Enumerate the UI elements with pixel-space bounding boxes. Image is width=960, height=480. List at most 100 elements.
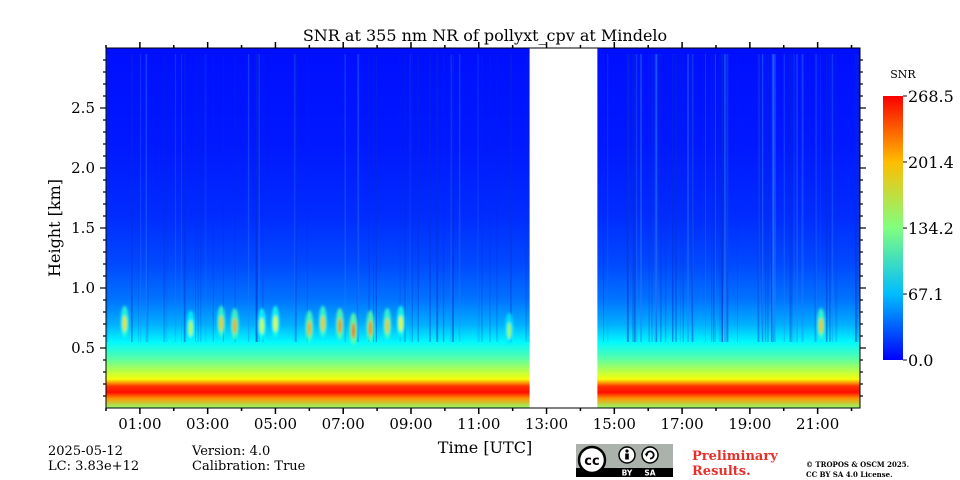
noise-streak — [726, 54, 729, 342]
y-tick-label: 1.5 — [71, 219, 95, 237]
cloud-features — [120, 305, 826, 345]
noise-streak — [255, 54, 258, 342]
noise-streak — [721, 54, 723, 342]
noise-streak — [640, 54, 642, 342]
noise-streak — [801, 54, 803, 342]
x-tick-label: 01:00 — [118, 415, 161, 433]
noise-streak — [200, 54, 202, 342]
x-tick-label: 21:00 — [796, 415, 839, 433]
noise-streak — [721, 54, 723, 342]
noise-streak — [131, 54, 133, 342]
noise-streak — [409, 54, 412, 342]
x-tick-label: 15:00 — [593, 415, 636, 433]
noise-streak — [815, 54, 818, 342]
cloud-core — [273, 315, 278, 332]
noise-streak — [368, 54, 370, 342]
noise-streak — [450, 54, 452, 342]
noise-streak — [687, 54, 689, 342]
noise-streak — [802, 54, 804, 342]
noise-streak — [826, 54, 828, 342]
noise-streak — [163, 54, 165, 342]
y-tick-label: 1.0 — [71, 279, 95, 297]
noise-streak — [262, 54, 264, 342]
noise-streak — [654, 54, 657, 342]
noise-streak — [607, 54, 609, 342]
noise-streak — [344, 54, 346, 342]
x-tick-label: 17:00 — [660, 415, 703, 433]
noise-streak — [635, 54, 638, 342]
chart-title: SNR at 355 nm NR of pollyxt_cpv at Minde… — [303, 26, 667, 45]
noise-streak — [783, 54, 785, 342]
cloud-core — [385, 318, 390, 334]
noise-streak — [636, 54, 638, 342]
noise-streak — [627, 54, 629, 342]
noise-streak — [295, 54, 297, 342]
noise-streak — [373, 54, 374, 342]
version-text: Version: 4.0 — [192, 444, 271, 459]
x-tick-label: 13:00 — [525, 415, 568, 433]
noise-streak — [675, 54, 677, 342]
colorbar-tick-label: 201.4 — [908, 153, 954, 172]
lc-text: LC: 3.83e+12 — [48, 459, 140, 474]
noise-streak — [626, 54, 629, 342]
noise-streak — [651, 54, 653, 342]
noise-streak — [258, 54, 260, 342]
colorbar-tick-label: 134.2 — [908, 219, 954, 238]
noise-streak — [715, 54, 716, 342]
noise-streak — [793, 54, 795, 342]
colorbar-scale — [883, 96, 903, 360]
noise-streak — [204, 54, 207, 342]
noise-streak — [525, 54, 528, 342]
noise-streak — [417, 54, 419, 342]
noise-streak — [145, 54, 148, 342]
noise-streak — [825, 54, 827, 342]
noise-streak — [672, 54, 674, 342]
x-tick-label: 05:00 — [254, 415, 297, 433]
noise-streak — [356, 54, 359, 342]
noise-streak — [628, 54, 630, 342]
noise-streak — [771, 54, 773, 342]
noise-streak — [764, 54, 767, 342]
cloud-core — [188, 320, 193, 337]
colorbar-ticks: 0.0 67.1 134.2 201.4 268.5 — [903, 87, 954, 370]
noise-streak — [726, 54, 729, 342]
date-info: 2025-05-12 LC: 3.83e+12 — [48, 444, 139, 474]
noise-streak — [247, 54, 250, 342]
noise-streak — [829, 54, 831, 342]
noise-streak — [655, 54, 658, 342]
noise-streak — [477, 54, 479, 342]
noise-streak — [855, 54, 857, 342]
noise-streak — [442, 54, 445, 342]
noise-streak — [436, 54, 439, 342]
noise-streak — [831, 54, 834, 342]
colorbar: SNR 0.0 67.1 134.2 201.4 268.5 — [883, 68, 954, 370]
colorbar-label: SNR — [890, 68, 916, 81]
noise-streak — [234, 54, 236, 342]
noise-streak — [411, 54, 413, 342]
date-text: 2025-05-12 — [48, 444, 123, 459]
noise-streak — [197, 54, 199, 342]
noise-streak — [679, 54, 681, 342]
x-axis-ticks: 01:00 03:00 05:00 07:00 09:00 11:00 13:00 15:00… — [105, 42, 853, 433]
noise-streak — [417, 54, 419, 342]
noise-streak — [478, 54, 480, 342]
calibration-text: Calibration: True — [192, 459, 306, 474]
colorbar-tick-label: 268.5 — [908, 87, 954, 106]
noise-streak — [664, 54, 667, 342]
noise-streak — [773, 54, 775, 342]
cloud-core — [351, 322, 356, 339]
noise-streak — [771, 54, 774, 342]
noise-streak — [737, 54, 738, 342]
noise-streak — [761, 54, 764, 342]
colorbar-tick-label: 0.0 — [908, 351, 933, 370]
noise-streak — [603, 54, 604, 342]
cloud-core — [398, 315, 403, 332]
y-axis-ticks: 0.5 1.0 1.5 2.0 2.5 — [71, 59, 866, 397]
noise-streak — [651, 54, 653, 342]
noise-streak — [357, 54, 360, 342]
noise-streak — [452, 54, 454, 342]
cloud-core — [259, 318, 264, 334]
preliminary-notice: Preliminary Results. — [692, 449, 778, 479]
cloud-core — [337, 318, 342, 334]
noise-streak — [634, 54, 636, 342]
